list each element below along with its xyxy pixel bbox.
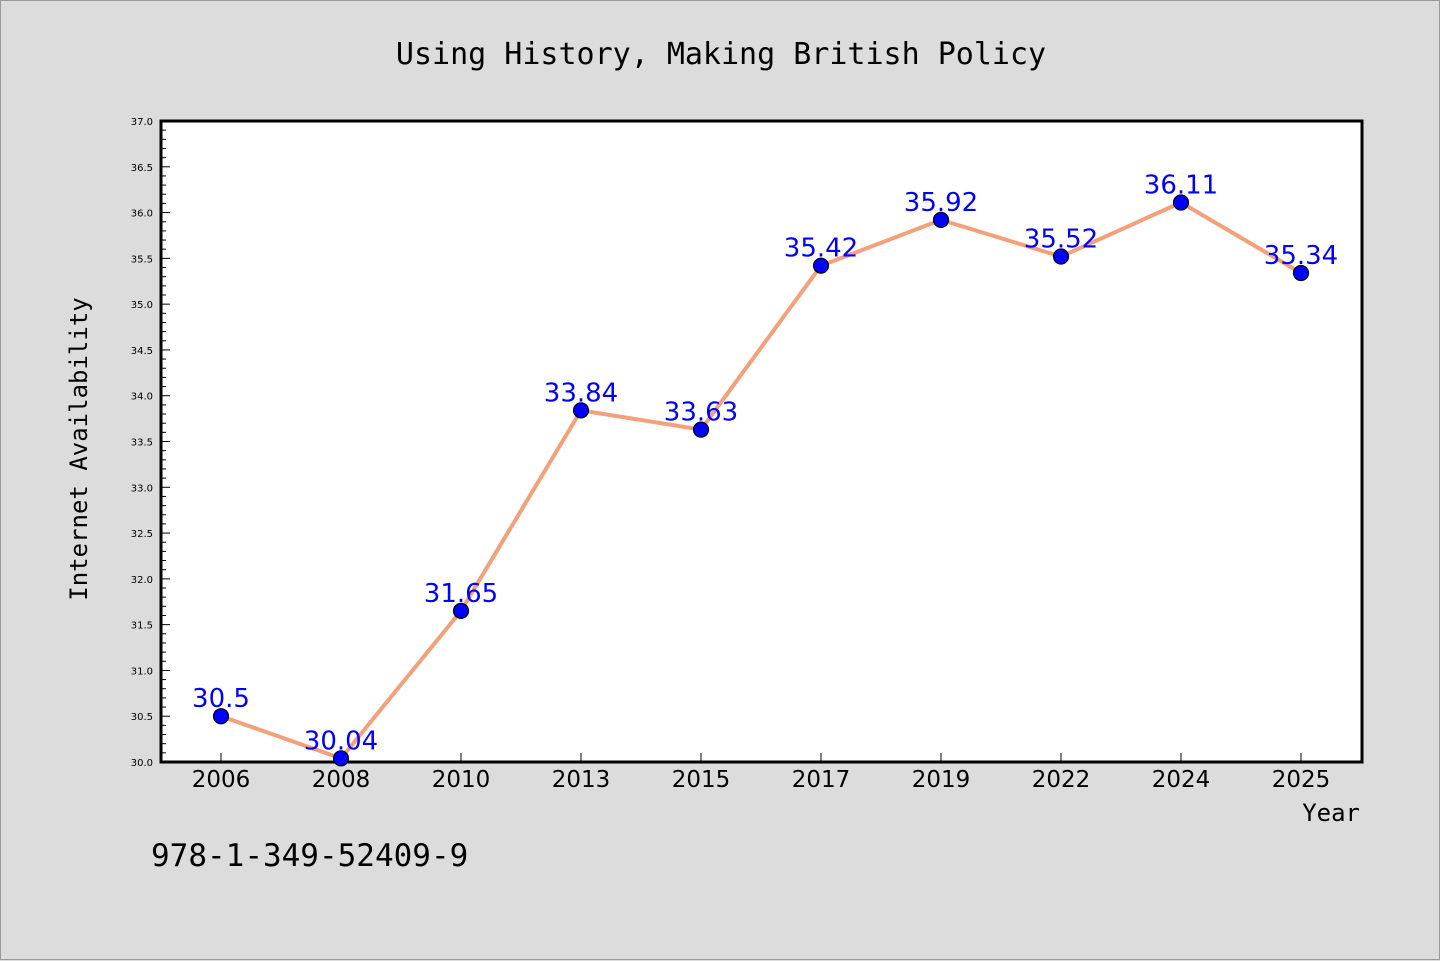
y-tick-label: 35.0 [131,300,153,311]
y-tick-label: 36.5 [131,163,153,174]
y-tick-label: 32.0 [131,575,153,586]
y-tick-label: 36.0 [131,209,153,220]
x-tick-label: 2024 [1152,767,1211,793]
data-point [452,602,470,620]
data-value-label: 35.52 [1024,225,1098,255]
x-tick-label: 2022 [1032,767,1091,793]
data-value-label: 36.11 [1144,170,1218,200]
x-tick-label: 2013 [552,767,611,793]
y-axis: 30.0 30.5 31.0 31.5 32.0 32.5 33.0 33.5 34.0 34.5… [131,117,170,769]
y-tick-label: 31.5 [131,621,153,632]
y-tick-label: 33.5 [131,438,153,449]
y-tick-label: 37.0 [131,117,153,128]
x-tick-label: 2008 [312,767,371,793]
y-tick-label: 30.5 [131,712,153,723]
x-tick-label: 2006 [192,767,251,793]
data-point [332,750,350,767]
x-tick-label: 2019 [912,767,971,793]
data-value-label: 35.42 [784,234,858,264]
x-axis-label: Year [1302,799,1360,827]
data-point [692,421,710,438]
data-point [1292,264,1310,282]
y-tick-label: 30.0 [131,758,153,769]
y-tick-label: 34.5 [131,346,153,357]
data-value-label: 30.5 [192,684,250,714]
x-tick-label: 2017 [792,767,851,793]
data-value-label: 30.04 [304,726,378,756]
x-tick-label: 2015 [672,767,731,793]
data-point [1052,248,1070,265]
data-value-label: 35.34 [1264,241,1338,271]
y-tick-label: 33.0 [131,483,153,494]
data-point [812,257,830,274]
data-value-label: 35.92 [904,188,978,218]
y-tick-label: 34.0 [131,392,153,403]
isbn-annotation: 978-1-349-52409-9 [151,838,468,874]
series-line [220,200,1303,761]
data-value-label: 33.63 [664,398,738,428]
plot-area [159,119,1364,764]
data-point [572,402,590,419]
y-tick-label: 35.5 [131,254,153,265]
y-tick-label: 32.5 [131,529,153,540]
x-axis: 2006 2008 2010 2013 2015 2017 2019 2022 2024 2025 [192,753,1331,793]
y-tick-label: 31.0 [131,666,153,677]
data-point [212,708,230,725]
y-axis-label: Internet Availability [65,297,93,600]
data-series [212,194,1310,767]
x-tick-label: 2025 [1272,767,1331,793]
x-tick-label: 2010 [432,767,491,793]
data-point [1172,194,1190,211]
chart-title: Using History, Making British Policy [396,37,1046,72]
data-point [932,211,950,228]
data-value-label: 31.65 [424,579,498,609]
data-value-label: 33.84 [544,378,618,408]
data-labels: 30.5 30.04 31.65 33.84 33.63 35.42 35.92 35.52 3… [192,170,1338,756]
